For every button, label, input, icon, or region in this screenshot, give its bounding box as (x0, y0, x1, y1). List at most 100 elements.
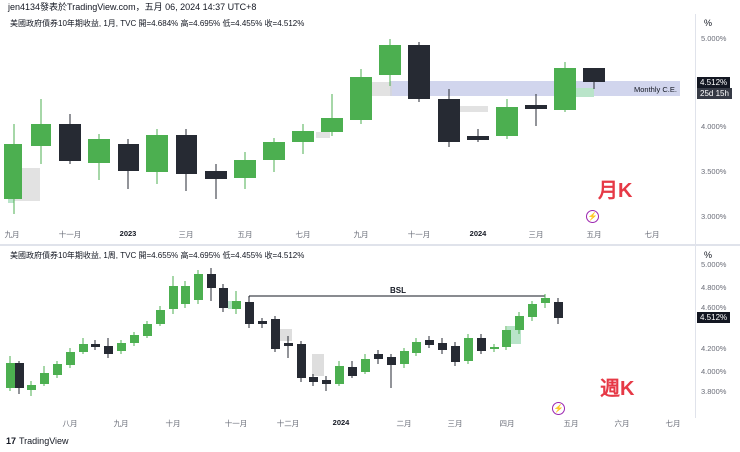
monthly-tag: 月K (598, 180, 633, 202)
weekly-y-tick: 3.800% (701, 387, 727, 396)
weekly-candle (169, 276, 178, 314)
weekly-y-tick: 4.600% (701, 303, 727, 312)
monthly-chart-pane[interactable]: 美國政府債券10年期收益, 1月, TVC 開=4.684% 高=4.695% … (0, 14, 740, 244)
weekly-x-tick: 2024 (332, 418, 350, 427)
monthly-countdown-label: 25d 15h (697, 88, 732, 99)
weekly-candle (156, 306, 165, 326)
monthly-candle (88, 134, 110, 180)
weekly-candle (40, 366, 49, 386)
monthly-candle (205, 164, 227, 199)
weekly-candle (400, 348, 409, 368)
monthly-plot-area[interactable]: 美國政府債券10年期收益, 1月, TVC 開=4.684% 高=4.695% … (0, 14, 695, 244)
weekly-candles (6, 268, 563, 396)
monthly-gap (316, 132, 330, 138)
monthly-x-tick: 十一月 (407, 230, 431, 239)
monthly-event-flash-icon[interactable]: ⚡ (586, 210, 599, 223)
weekly-candle (438, 338, 447, 354)
weekly-candle (79, 338, 88, 354)
weekly-candle (207, 268, 216, 301)
weekly-candle (464, 334, 473, 364)
monthly-candle (496, 99, 518, 139)
weekly-candle (284, 336, 293, 358)
monthly-candle (292, 124, 314, 154)
monthly-gap (370, 82, 392, 96)
weekly-plot-area[interactable]: 美國政府債券10年期收益, 1周, TVC 開=4.655% 高=4.695% … (0, 246, 695, 418)
weekly-candle (143, 321, 152, 338)
weekly-x-tick: 八月 (62, 419, 78, 428)
weekly-candle (374, 350, 383, 364)
monthly-unit-label: % (704, 18, 713, 28)
weekly-candle (361, 354, 370, 374)
monthly-ce-zone (390, 81, 680, 96)
monthly-price-label: 4.512% (697, 77, 731, 88)
weekly-candle (335, 361, 344, 386)
weekly-candle (66, 348, 75, 368)
weekly-x-tick: 七月 (665, 419, 681, 428)
weekly-x-tick: 五月 (563, 419, 579, 428)
monthly-gap (572, 88, 594, 97)
weekly-candle (425, 336, 434, 348)
weekly-candle (181, 281, 190, 308)
weekly-candle (15, 361, 24, 394)
weekly-candles-svg (6, 268, 563, 396)
weekly-candle (219, 284, 228, 312)
weekly-x-tick: 六月 (614, 419, 630, 428)
monthly-candle (263, 138, 285, 172)
tradingview-brand: TradingView (19, 436, 69, 446)
weekly-chart-pane[interactable]: 美國政府債券10年期收益, 1周, TVC 開=4.655% 高=4.695% … (0, 246, 740, 418)
monthly-x-tick: 2023 (119, 229, 137, 238)
weekly-y-tick: 5.000% (701, 260, 727, 269)
weekly-candle (451, 342, 460, 366)
monthly-y-tick: 3.000% (701, 212, 727, 221)
monthly-candle (438, 89, 460, 147)
weekly-candle (309, 374, 318, 386)
weekly-candle (490, 344, 499, 352)
monthly-candle (321, 94, 343, 136)
weekly-candle (348, 361, 357, 378)
weekly-candle (554, 298, 563, 324)
monthly-candles-svg (4, 39, 680, 214)
monthly-candle (554, 62, 576, 112)
weekly-candle (104, 338, 113, 358)
weekly-price-label: 4.512% (697, 312, 731, 323)
monthly-x-tick: 三月 (178, 230, 194, 239)
weekly-candle (6, 356, 15, 391)
monthly-x-tick: 九月 (4, 230, 20, 239)
monthly-gap (8, 196, 14, 203)
weekly-x-tick: 十一月 (224, 419, 248, 428)
weekly-gap (280, 329, 292, 341)
weekly-candle (130, 332, 139, 346)
monthly-time-axis[interactable]: 九月 十一月 2023 三月 五月 七月 九月 十一月 2024 三月 五月 七… (0, 229, 695, 243)
pane-divider[interactable] (0, 244, 740, 246)
weekly-candle (412, 338, 421, 356)
weekly-time-axis[interactable]: 八月 九月 十月 十一月 十二月 2024 二月 三月 四月 五月 六月 七月 (0, 418, 695, 432)
monthly-candle (118, 139, 139, 189)
monthly-y-tick: 3.500% (701, 167, 727, 176)
weekly-candle (245, 298, 254, 328)
weekly-event-flash-icon[interactable]: ⚡ (552, 402, 565, 415)
monthly-x-tick: 三月 (528, 230, 544, 239)
weekly-bsl-label: BSL (390, 286, 406, 295)
tradingview-footer[interactable]: 17 TradingView (6, 436, 69, 446)
monthly-price-axis[interactable]: % 5.000% 4.000% 3.500% 3.000% (695, 14, 740, 244)
weekly-unit-label: % (704, 250, 713, 260)
weekly-price-axis[interactable]: % 5.000% 4.800% 4.600% 4.200% 4.000% 3.8… (695, 246, 740, 418)
monthly-y-tick: 5.000% (701, 34, 727, 43)
weekly-candle (515, 312, 524, 334)
monthly-candle (525, 94, 547, 126)
monthly-candle (146, 129, 168, 184)
weekly-candle (297, 341, 306, 382)
weekly-x-tick: 十月 (165, 419, 181, 428)
monthly-candle (467, 129, 489, 142)
weekly-candle (258, 318, 267, 328)
weekly-x-tick: 三月 (447, 419, 463, 428)
weekly-x-tick: 九月 (113, 419, 129, 428)
monthly-candles (4, 39, 605, 214)
weekly-candle (387, 354, 396, 388)
weekly-gap (312, 354, 324, 376)
weekly-candle (502, 326, 511, 350)
weekly-candle (232, 291, 241, 314)
weekly-x-tick: 四月 (499, 419, 515, 428)
publish-header: jen4134發表於TradingView.com，五月 06, 2024 14… (8, 2, 257, 12)
monthly-candle (379, 39, 401, 86)
